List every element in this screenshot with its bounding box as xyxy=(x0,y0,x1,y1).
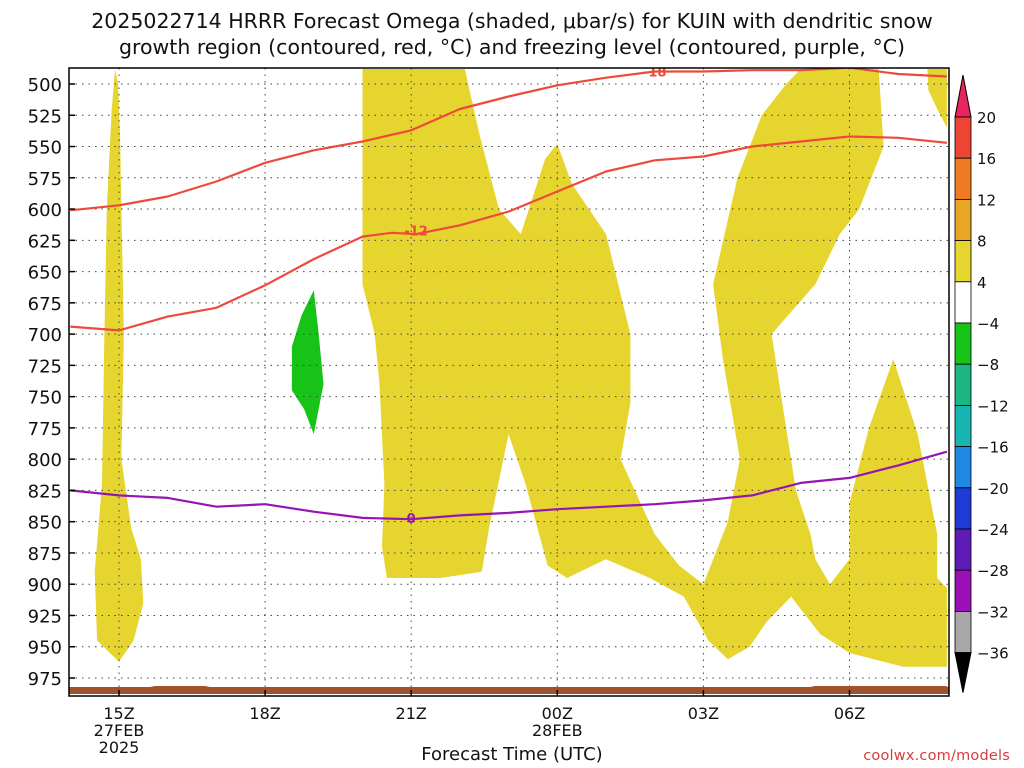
omega-region-2 xyxy=(927,69,947,128)
y-tick-label-550: 550 xyxy=(28,138,62,159)
x-tick-label-18Z-0: 18Z xyxy=(249,704,280,723)
colorbar-swatch-7 xyxy=(954,363,972,406)
y-tick-label-575: 575 xyxy=(28,169,62,190)
omega-region-0 xyxy=(94,69,144,662)
y-tick-label-825: 825 xyxy=(28,481,62,502)
y-tick-label-625: 625 xyxy=(28,231,62,252)
y-tick-label-950: 950 xyxy=(28,638,62,659)
colorbar-bottom-arrow xyxy=(954,652,972,693)
plot-frame xyxy=(68,67,950,697)
omega-shading-layer xyxy=(94,69,947,667)
chart-title-line2: growth region (contoured, red, °C) and f… xyxy=(118,35,906,59)
y-tick-label-675: 675 xyxy=(28,294,62,315)
colorbar-swatch-13 xyxy=(954,611,972,654)
colorbar-swatch-9 xyxy=(954,446,972,489)
contour-label-1: -12 xyxy=(404,224,428,239)
colorbar-label-10: −24 xyxy=(977,521,1009,539)
y-tick-label-900: 900 xyxy=(28,575,62,596)
y-tick-label-700: 700 xyxy=(28,325,62,346)
omega-region-3 xyxy=(291,290,324,435)
y-tick-label-975: 975 xyxy=(28,669,62,690)
colorbar-swatch-8 xyxy=(954,404,972,447)
x-tick-label-15Z-1: 27FEB xyxy=(94,721,145,740)
colorbar-label-8: −16 xyxy=(977,439,1009,457)
y-tick-label-500: 500 xyxy=(28,75,62,96)
colorbar-swatch-3 xyxy=(954,198,972,241)
contour-layer: -18 -12 0 xyxy=(70,65,948,527)
y-tick-label-600: 600 xyxy=(28,200,62,221)
ground-surface-band xyxy=(69,687,949,694)
y-tick-label-725: 725 xyxy=(28,356,62,377)
y-tick-label-525: 525 xyxy=(28,106,62,127)
y-tick-label-650: 650 xyxy=(28,263,62,284)
colorbar-swatch-6 xyxy=(954,322,972,365)
colorbar-swatch-10 xyxy=(954,487,972,530)
colorbar-label-0: 20 xyxy=(977,109,996,127)
colorbar-top-arrow xyxy=(954,74,972,118)
colorbar-swatch-4 xyxy=(954,240,972,283)
colorbar: 20 16 12 8 4 −4 −8 −12 −16 −20 −24 −28 −32 −36 xyxy=(954,74,1009,693)
colorbar-label-11: −28 xyxy=(977,562,1009,580)
x-tick-label-06Z-0: 06Z xyxy=(834,704,865,723)
colorbar-swatch-11 xyxy=(954,528,972,571)
colorbar-swatch-12 xyxy=(954,569,972,612)
colorbar-label-3: 8 xyxy=(977,233,987,251)
colorbar-swatch-2 xyxy=(954,157,972,200)
colorbar-label-5: −4 xyxy=(977,315,999,333)
colorbar-swatch-5 xyxy=(954,281,972,324)
y-tick-label-775: 775 xyxy=(28,419,62,440)
colorbar-label-2: 12 xyxy=(977,191,996,209)
chart-title-line1: 2025022714 HRRR Forecast Omega (shaded, … xyxy=(91,9,933,33)
contour-line-1 xyxy=(70,135,948,332)
contour-line-0 xyxy=(70,68,947,212)
x-tick-label-15Z-0: 15Z xyxy=(103,704,134,723)
colorbar-label-1: 16 xyxy=(977,150,996,168)
colorbar-label-12: −32 xyxy=(977,603,1009,621)
y-axis: 500 525 550 575 600 625 650 675 700 725 750 775 800 8… xyxy=(28,75,75,690)
contour-line-2 xyxy=(70,450,948,521)
site-credit: coolwx.com/models xyxy=(863,748,1010,764)
colorbar-swatch-1 xyxy=(954,116,972,159)
ground-surface-bumps xyxy=(150,686,949,687)
y-tick-label-875: 875 xyxy=(28,544,62,565)
colorbar-label-7: −12 xyxy=(977,397,1009,415)
grid-layer xyxy=(69,68,949,696)
y-tick-label-800: 800 xyxy=(28,450,62,471)
y-tick-label-750: 750 xyxy=(28,388,62,409)
x-tick-label-00Z-0: 00Z xyxy=(542,704,573,723)
x-tick-label-00Z-1: 28FEB xyxy=(532,721,583,740)
y-tick-label-925: 925 xyxy=(28,606,62,627)
x-tick-label-21Z-0: 21Z xyxy=(396,704,427,723)
x-axis-title: Forecast Time (UTC) xyxy=(421,744,603,765)
colorbar-label-4: 4 xyxy=(977,274,987,292)
contour-label-2: 0 xyxy=(407,512,416,527)
colorbar-label-9: −20 xyxy=(977,480,1009,498)
colorbar-label-6: −8 xyxy=(977,356,999,374)
colorbar-label-13: −36 xyxy=(977,645,1009,663)
x-tick-label-15Z-2: 2025 xyxy=(99,738,140,757)
x-tick-label-03Z-0: 03Z xyxy=(688,704,719,723)
y-tick-label-850: 850 xyxy=(28,513,62,534)
contour-label-0: -18 xyxy=(643,65,667,80)
omega-region-1 xyxy=(362,69,947,667)
